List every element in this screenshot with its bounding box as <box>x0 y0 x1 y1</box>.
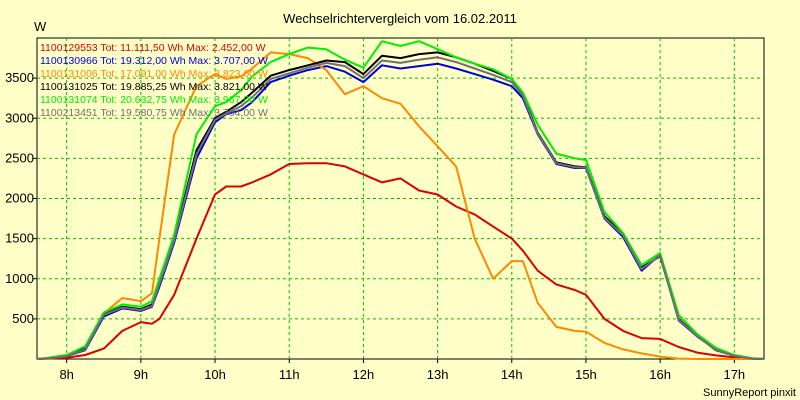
y-tick-label: 1000 <box>5 271 34 286</box>
legend-entry-1100131025: 1100131025 Tot: 19.885,25 Wh Max: 3.821,… <box>40 81 268 93</box>
x-tick-label: 17h <box>723 367 745 382</box>
x-tick-label: 11h <box>279 367 300 382</box>
y-tick-label: 2500 <box>5 150 34 165</box>
legend-entry-1100213451: 1100213451 Tot: 19.580,75 Wh Max: 3.764,… <box>40 107 268 119</box>
legend-entry-1100131006: 1100131006 Tot: 17.091,00 Wh Max: 3.823,… <box>40 68 268 80</box>
series-layer <box>36 40 765 360</box>
series-line-1100213451 <box>36 56 765 360</box>
y-tick-label: 1500 <box>5 231 34 246</box>
x-tick-label: 13h <box>427 367 449 382</box>
x-tick-label: 14h <box>501 367 523 382</box>
x-tick-label: 10h <box>204 367 226 382</box>
y-tick-label: 3500 <box>5 70 34 85</box>
legend-entry-1100131074: 1100131074 Tot: 20.632,75 Wh Max: 3.967,… <box>40 94 268 106</box>
y-tick-label: 500 <box>12 311 34 326</box>
y-tick-label: 2000 <box>5 191 34 206</box>
x-tick-label: 8h <box>59 367 73 382</box>
tick-layer: 8h 9h 10h 11h 12h 13h 14h 15h 16h 17h 500 1000 1500 2… <box>5 70 745 382</box>
series-line-1100129553 <box>36 162 764 360</box>
series-line-1100131074 <box>36 40 765 360</box>
legend-entry-1100130966: 1100130966 Tot: 19.312,00 Wh Max: 3.707,… <box>40 55 268 67</box>
y-tick-label: 3000 <box>5 110 34 125</box>
chart-title: Wechselrichtervergleich vom 16.02.2011 <box>283 11 517 26</box>
x-tick-label: 15h <box>575 367 597 382</box>
legend: 1100129553 Tot: 11.111,50 Wh Max: 2.452,… <box>40 42 268 119</box>
chart-footer: SunnyReport pinxit <box>703 387 796 399</box>
x-tick-label: 12h <box>353 367 375 382</box>
series-line-1100131006 <box>36 51 764 360</box>
y-axis-label: W <box>34 19 47 34</box>
legend-entry-1100129553: 1100129553 Tot: 11.111,50 Wh Max: 2.452,… <box>40 42 266 54</box>
x-tick-label: 16h <box>649 367 671 382</box>
x-tick-label: 9h <box>134 367 148 382</box>
